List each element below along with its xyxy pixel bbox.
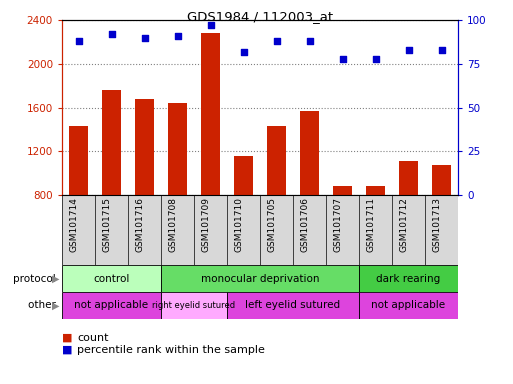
- Text: GSM101715: GSM101715: [103, 197, 111, 252]
- Point: [206, 22, 214, 28]
- Text: GSM101712: GSM101712: [400, 197, 408, 252]
- Text: protocol: protocol: [13, 273, 60, 283]
- Point: [173, 33, 182, 39]
- Text: not applicable: not applicable: [74, 301, 149, 311]
- Text: ▶: ▶: [52, 301, 60, 311]
- Text: ■: ■: [62, 333, 76, 343]
- Bar: [333, 186, 351, 195]
- Bar: [366, 186, 385, 195]
- Bar: [432, 166, 450, 195]
- Bar: [62, 292, 161, 319]
- Text: GSM101705: GSM101705: [267, 197, 277, 252]
- Bar: [202, 33, 220, 195]
- Bar: [69, 126, 88, 195]
- Text: not applicable: not applicable: [371, 301, 446, 311]
- Text: GSM101711: GSM101711: [366, 197, 376, 252]
- Bar: [400, 161, 418, 195]
- Text: GSM101709: GSM101709: [202, 197, 210, 252]
- Text: GSM101710: GSM101710: [234, 197, 244, 252]
- Text: percentile rank within the sample: percentile rank within the sample: [77, 345, 265, 355]
- Text: GSM101706: GSM101706: [301, 197, 309, 252]
- Text: ▶: ▶: [52, 273, 60, 283]
- Text: GSM101707: GSM101707: [333, 197, 343, 252]
- Point: [305, 38, 313, 44]
- Bar: [301, 111, 319, 195]
- Bar: [135, 99, 153, 195]
- Bar: [234, 156, 252, 195]
- Point: [272, 38, 281, 44]
- Text: GSM101708: GSM101708: [168, 197, 177, 252]
- Point: [107, 31, 115, 37]
- Point: [371, 55, 380, 61]
- Point: [339, 55, 347, 61]
- Text: control: control: [93, 273, 130, 283]
- Text: left eyelid sutured: left eyelid sutured: [245, 301, 341, 311]
- Bar: [267, 126, 286, 195]
- Bar: [161, 292, 227, 319]
- Text: monocular deprivation: monocular deprivation: [201, 273, 319, 283]
- Text: count: count: [77, 333, 109, 343]
- Bar: [161, 265, 359, 292]
- Bar: [359, 265, 458, 292]
- Text: dark rearing: dark rearing: [377, 273, 441, 283]
- Text: GSM101714: GSM101714: [69, 197, 78, 252]
- Point: [404, 47, 412, 53]
- Text: other: other: [28, 301, 60, 311]
- Point: [141, 35, 149, 41]
- Text: GDS1984 / 112003_at: GDS1984 / 112003_at: [187, 10, 333, 23]
- Point: [240, 48, 248, 55]
- Bar: [168, 103, 187, 195]
- Bar: [359, 292, 458, 319]
- Text: ■: ■: [62, 345, 76, 355]
- Text: GSM101713: GSM101713: [432, 197, 442, 252]
- Text: GSM101716: GSM101716: [135, 197, 145, 252]
- Point: [74, 38, 83, 44]
- Text: right eyelid sutured: right eyelid sutured: [152, 301, 235, 310]
- Bar: [62, 265, 161, 292]
- Bar: [227, 292, 359, 319]
- Point: [438, 47, 446, 53]
- Bar: [103, 90, 121, 195]
